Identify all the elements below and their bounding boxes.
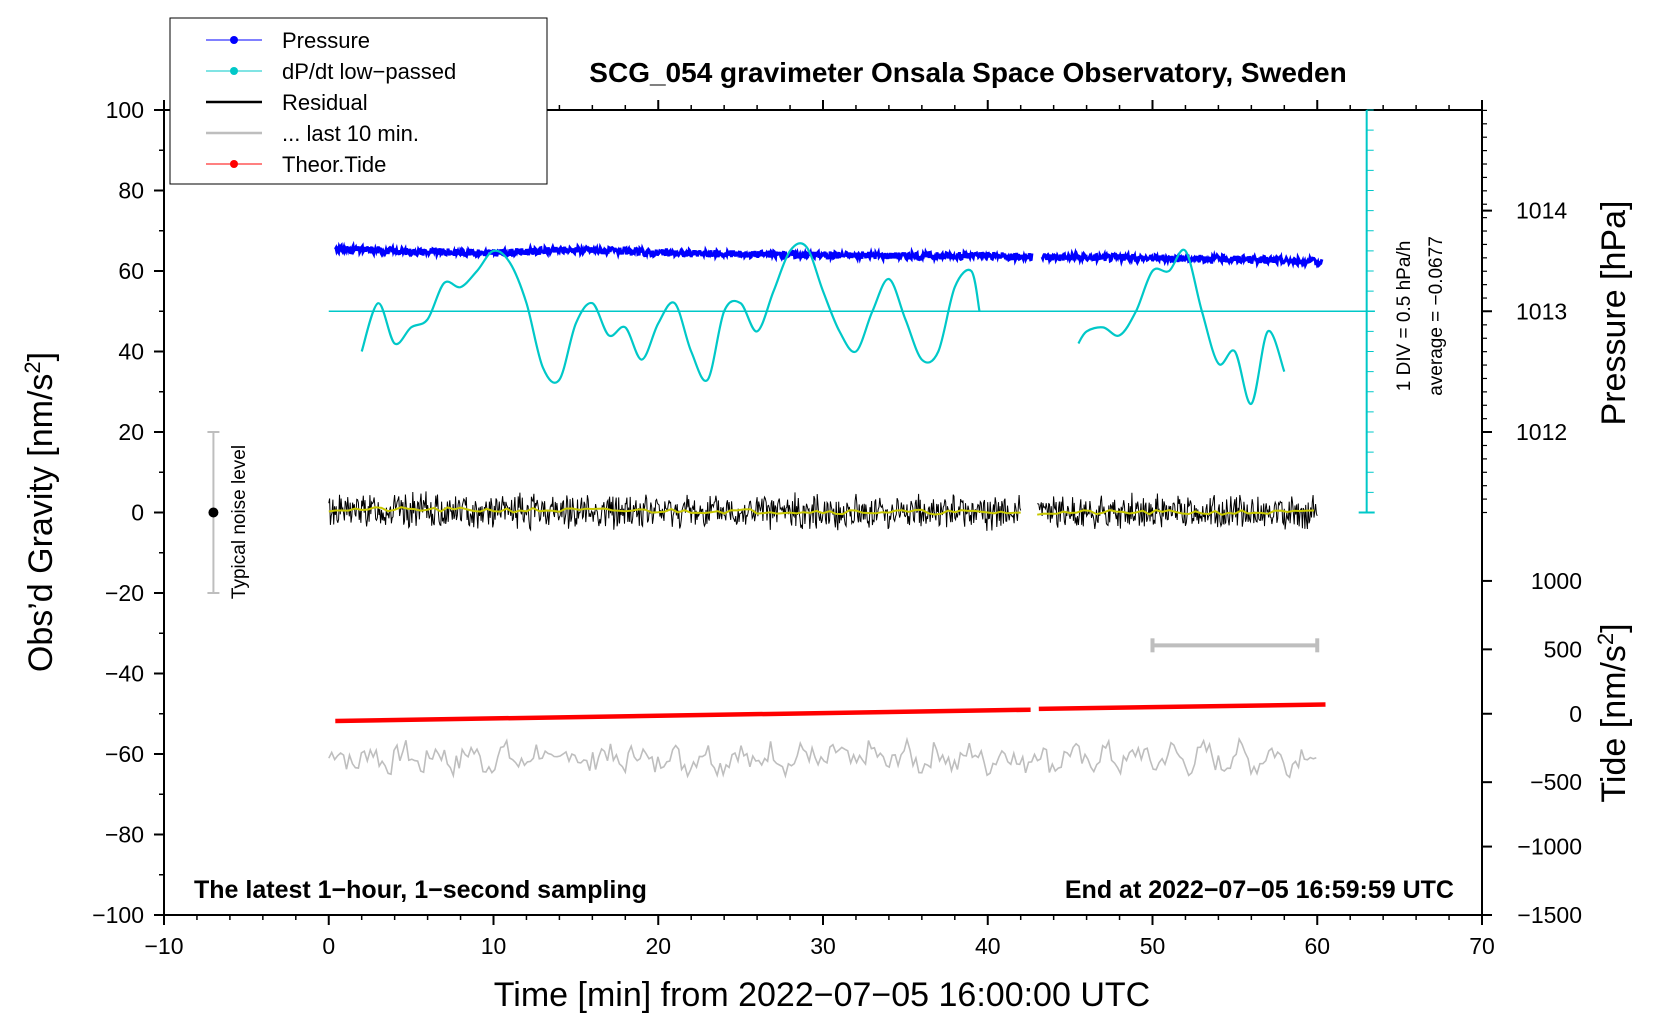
annotation-group [207, 109, 1375, 653]
x-tick-label: −10 [144, 933, 183, 959]
y-tick-label: 40 [118, 339, 144, 365]
pressure-scale-label-1: 1 DIV = 0.5 hPa/h [1394, 241, 1415, 392]
bottom-right-note: End at 2022−07−05 16:59:59 UTC [1065, 876, 1454, 904]
residual-smoothed-segment [1037, 509, 1315, 516]
pressure-series-segment [334, 240, 1034, 266]
y-axis-left: −100 −80 −60 −40 −20 0 20 40 60 80 100 [92, 97, 164, 928]
x-tick-label: 40 [975, 933, 1001, 959]
y-tick-label: 0 [131, 500, 144, 526]
theor-tide-segment [1038, 702, 1326, 712]
legend-label: ... last 10 min. [282, 121, 419, 146]
noise-bar-center [208, 507, 219, 518]
legend-label: Theor.Tide [282, 152, 386, 177]
y-axis-title-close: ] [22, 352, 60, 361]
y-tick-label: 20 [118, 419, 144, 445]
pressure-series-segment [1040, 247, 1324, 270]
y-axis-title-text: Obs’d Gravity [nm/s [22, 374, 60, 673]
dpdt-series-segment [1077, 248, 1286, 405]
series-group [328, 240, 1375, 779]
legend-marker [230, 67, 238, 75]
x-tick-label: 20 [645, 933, 671, 959]
y-tick-label: −20 [105, 580, 144, 606]
y-tick-label: −100 [92, 902, 144, 928]
legend-label: Pressure [282, 28, 370, 53]
x-tick-label: 30 [810, 933, 836, 959]
tide-axis-title: Tide [nm/s2] [1593, 623, 1633, 802]
pressure-axis-title: Pressure [hPa] [1595, 201, 1633, 426]
tide-tick-label: 500 [1544, 636, 1582, 662]
y-tick-label: −60 [105, 741, 144, 767]
y-tick-label: −80 [105, 822, 144, 848]
tide-tick-label: 1000 [1531, 568, 1582, 594]
bottom-left-note: The latest 1−hour, 1−second sampling [194, 876, 647, 904]
y-axis-right: 1012 1013 1014 1000 500 0 −500 −1000 −1500 [1482, 109, 1582, 928]
residual-series-segment [1037, 492, 1318, 530]
residual-series-segment [328, 491, 1022, 532]
tide-axis-title-close: ] [1595, 623, 1633, 632]
x-axis: −10 0 10 20 30 40 50 60 70 [144, 100, 1495, 959]
pressure-tick-label: 1014 [1516, 198, 1567, 224]
legend: Pressure dP/dt low−passed Residual ... last… [169, 17, 548, 185]
legend-marker [230, 160, 238, 168]
legend-label: Residual [282, 90, 368, 115]
dpdt-series-segment [360, 242, 981, 384]
legend-marker [230, 36, 238, 44]
residual-smoothed-segment [328, 506, 1021, 516]
theor-tide-segment [335, 707, 1031, 724]
y-axis-title-sup: 2 [20, 361, 45, 373]
tide-axis-title-sup: 2 [1593, 633, 1618, 645]
pressure-scale-label-2: average = −0.0677 [1426, 236, 1447, 396]
tide-tick-label: −500 [1530, 769, 1582, 795]
tide-tick-label: −1000 [1517, 834, 1582, 860]
tide-tick-label: 0 [1569, 701, 1582, 727]
y-axis-title: Obs’d Gravity [nm/s2] [20, 352, 60, 672]
y-tick-label: 80 [118, 178, 144, 204]
x-tick-label: 0 [322, 933, 335, 959]
last-10-min-series [328, 736, 1317, 779]
x-tick-label: 70 [1469, 933, 1495, 959]
tide-tick-label: −1500 [1517, 902, 1582, 928]
y-tick-label: 100 [106, 97, 144, 123]
pressure-tick-label: 1012 [1516, 419, 1567, 445]
legend-label: dP/dt low−passed [282, 59, 456, 84]
noise-level-label: Typical noise level [229, 445, 250, 599]
legend-items: Pressure dP/dt low−passed Residual ... last… [206, 28, 456, 177]
y-tick-label: 60 [118, 258, 144, 284]
x-tick-label: 50 [1140, 933, 1166, 959]
x-tick-label: 10 [481, 933, 507, 959]
tide-axis-title-text: Tide [nm/s [1595, 645, 1633, 802]
x-tick-label: 60 [1304, 933, 1330, 959]
pressure-tick-label: 1013 [1516, 298, 1567, 324]
y-tick-label: −40 [105, 661, 144, 687]
x-axis-title: Time [min] from 2022−07−05 16:00:00 UTC [494, 976, 1150, 1014]
chart-title: SCG_054 gravimeter Onsala Space Observat… [589, 57, 1346, 88]
